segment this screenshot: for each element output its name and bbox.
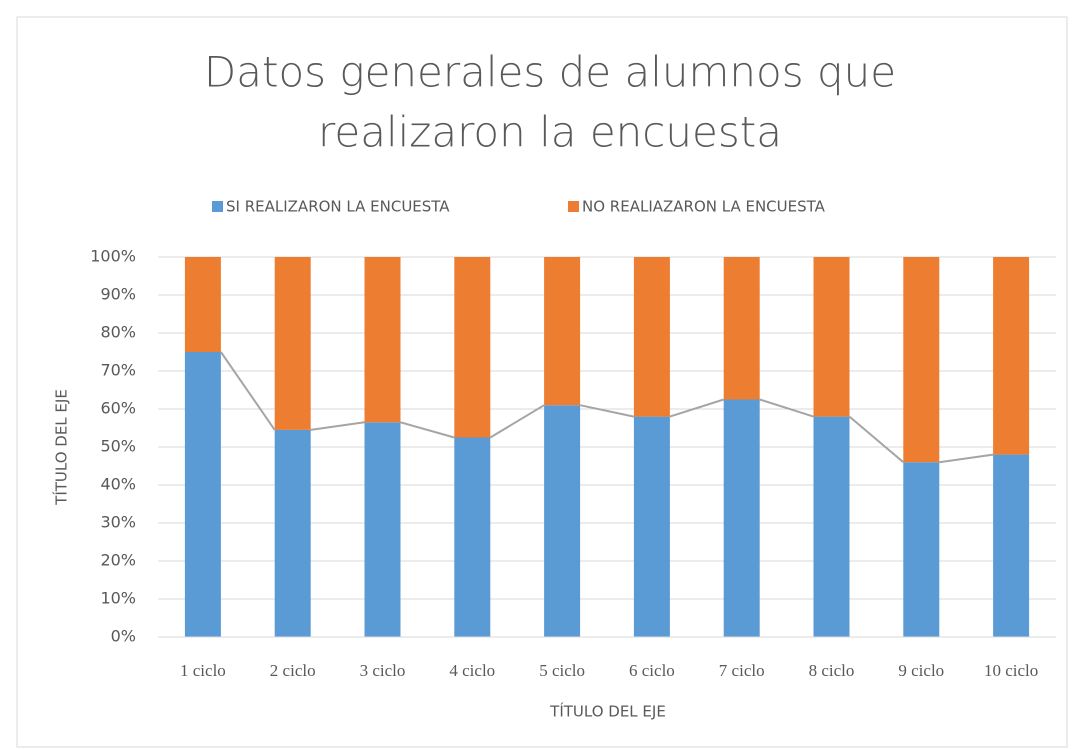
series-line	[310, 421, 365, 431]
x-tick-label: 9 ciclo	[898, 661, 944, 680]
bar-segment	[723, 399, 760, 637]
y-tick-label: 10%	[100, 589, 136, 608]
y-tick-label: 30%	[100, 513, 136, 532]
x-axis-title: TÍTULO DEL EJE	[549, 702, 666, 721]
y-tick-label: 60%	[100, 399, 136, 418]
y-tick-label: 20%	[100, 551, 136, 570]
x-tick-label: 5 ciclo	[539, 661, 585, 680]
bar-segment	[364, 422, 401, 637]
x-tick-label: 10 ciclo	[984, 661, 1038, 680]
bar-segment	[903, 462, 940, 637]
legend-label: NO REALIAZARON LA ENCUESTA	[582, 198, 826, 216]
bar-segment	[903, 257, 940, 463]
series-line	[759, 398, 814, 418]
series-line	[400, 421, 455, 439]
chart-title: realizaron la encuesta	[318, 108, 782, 157]
x-tick-label: 1 ciclo	[180, 661, 226, 680]
series-line	[489, 404, 545, 439]
y-tick-label: 0%	[111, 627, 136, 646]
y-tick-label: 70%	[100, 361, 136, 380]
y-axis-title: TÍTULO DEL EJE	[52, 389, 71, 506]
y-tick-label: 50%	[100, 437, 136, 456]
bar-segment	[544, 257, 581, 406]
bar-segment	[274, 257, 311, 430]
x-tick-label: 8 ciclo	[809, 661, 855, 680]
y-tick-label: 80%	[100, 323, 136, 342]
bar-segment	[454, 257, 491, 438]
series-line	[848, 415, 904, 463]
bar-segment	[454, 437, 491, 637]
bar-segment	[364, 257, 401, 423]
x-tick-label: 4 ciclo	[449, 661, 495, 680]
y-tick-label: 40%	[100, 475, 136, 494]
bar-segment	[813, 416, 850, 637]
bar-segment	[813, 257, 850, 417]
x-tick-label: 3 ciclo	[360, 661, 406, 680]
series-line	[939, 453, 994, 464]
legend-label: SI REALIZARON LA ENCUESTA	[226, 198, 450, 216]
series-line	[669, 398, 725, 418]
bar-segment	[993, 257, 1030, 455]
bar-segment	[184, 352, 221, 637]
y-tick-label: 100%	[90, 247, 136, 266]
x-tick-label: 7 ciclo	[719, 661, 765, 680]
y-tick-label: 90%	[100, 285, 136, 304]
legend-swatch	[568, 201, 579, 212]
x-tick-label: 6 ciclo	[629, 661, 675, 680]
bar-segment	[633, 257, 670, 417]
legend-swatch	[212, 201, 223, 212]
bar-segment	[993, 454, 1030, 637]
bar-segment	[633, 416, 670, 637]
series-line	[220, 351, 276, 431]
chart-title: Datos generales de alumnos que	[204, 48, 896, 97]
bar-segment	[184, 257, 221, 352]
bar-segment	[723, 257, 760, 400]
bar-segment	[274, 429, 311, 637]
bar-segment	[544, 405, 581, 637]
x-tick-label: 2 ciclo	[270, 661, 316, 680]
series-line	[579, 404, 635, 418]
